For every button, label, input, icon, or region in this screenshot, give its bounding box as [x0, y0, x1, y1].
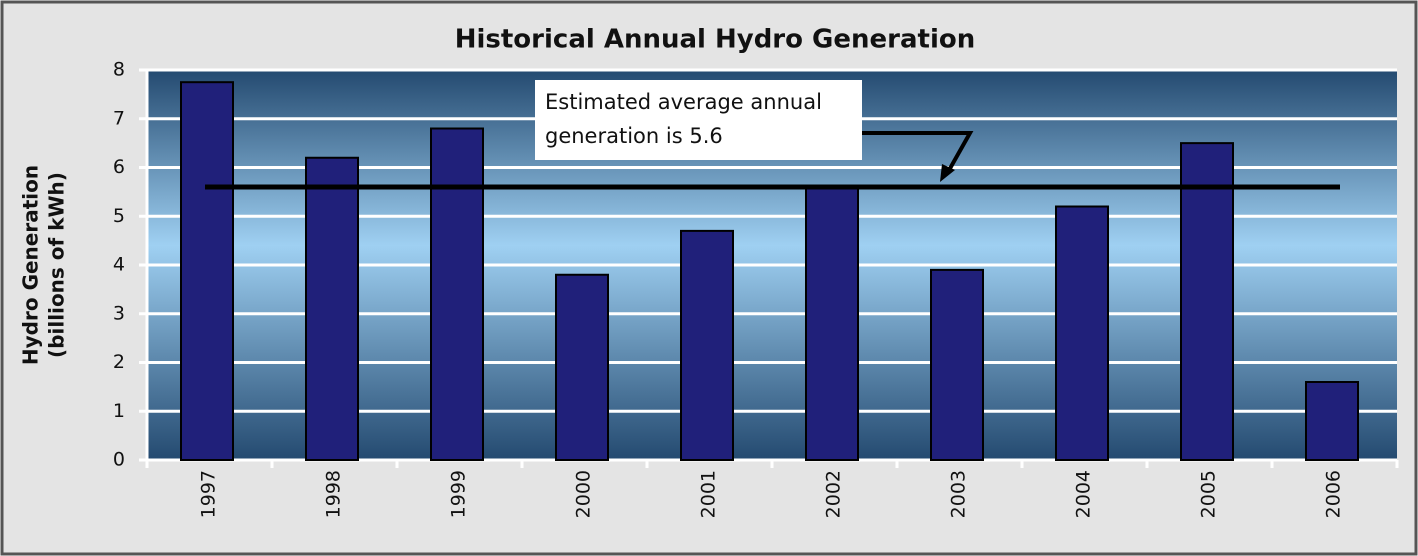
y-axis-title-line: Hydro Generation	[19, 165, 43, 365]
chart-title: Historical Annual Hydro Generation	[455, 25, 976, 55]
bar	[305, 156, 359, 461]
bar	[930, 268, 984, 461]
y-tick-label: 6	[113, 156, 125, 178]
y-tick-label: 4	[113, 254, 125, 276]
bar	[680, 229, 734, 461]
y-tick-label: 8	[113, 59, 125, 81]
bar	[1305, 381, 1359, 461]
y-axis-title-line: (billions of kWh)	[45, 172, 69, 358]
bar	[1055, 205, 1109, 461]
y-axis-title: Hydro Generation (billions of kWh)	[19, 165, 69, 365]
bar	[555, 273, 609, 461]
x-tick-label: 2003	[948, 470, 970, 518]
x-tick-label: 1997	[198, 470, 220, 518]
y-tick-label: 7	[113, 107, 125, 129]
x-tick-label: 1999	[448, 470, 470, 518]
bar	[180, 81, 234, 461]
x-tick-label: 2004	[1073, 470, 1095, 518]
annotation-box	[535, 80, 862, 160]
y-tick-label: 3	[113, 302, 125, 324]
bar	[430, 127, 484, 461]
annotation-arrow	[862, 131, 974, 173]
x-tick-label: 2002	[823, 470, 845, 518]
x-tick-label: 1998	[323, 470, 345, 518]
y-tick-label: 1	[113, 400, 125, 422]
arrow-head	[940, 164, 955, 182]
x-tick-label: 2005	[1198, 470, 1220, 518]
annotation: Estimated average annual generation is 5…	[535, 80, 974, 182]
annotation-text: generation is 5.6	[545, 124, 723, 148]
bar	[805, 186, 859, 461]
y-tick-label: 5	[113, 205, 125, 227]
bar	[1180, 142, 1234, 461]
x-tick-label: 2006	[1323, 470, 1345, 518]
x-tick-label: 2001	[698, 470, 720, 518]
annotation-text: Estimated average annual	[545, 90, 822, 114]
x-tick-label: 2000	[573, 470, 595, 518]
y-tick-label: 2	[113, 351, 125, 373]
y-tick-label: 0	[113, 449, 125, 471]
